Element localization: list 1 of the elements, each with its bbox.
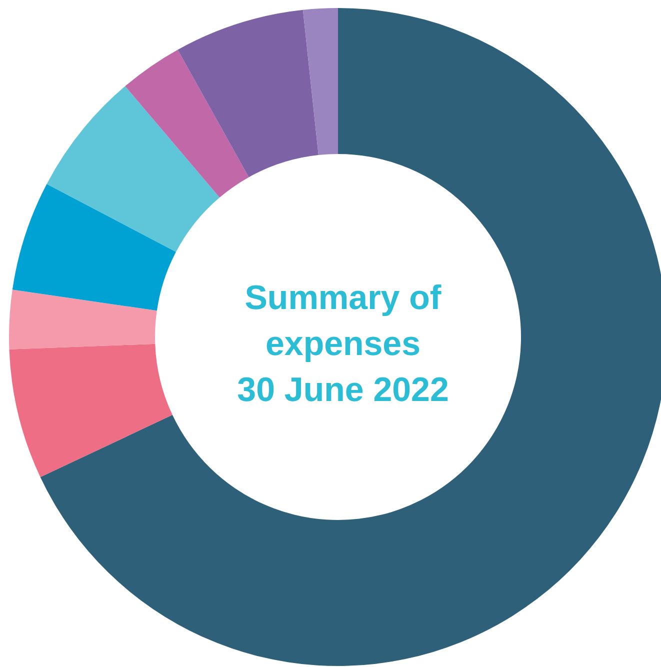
text: Summary of expenses 30 June 2022	[237, 279, 449, 409]
